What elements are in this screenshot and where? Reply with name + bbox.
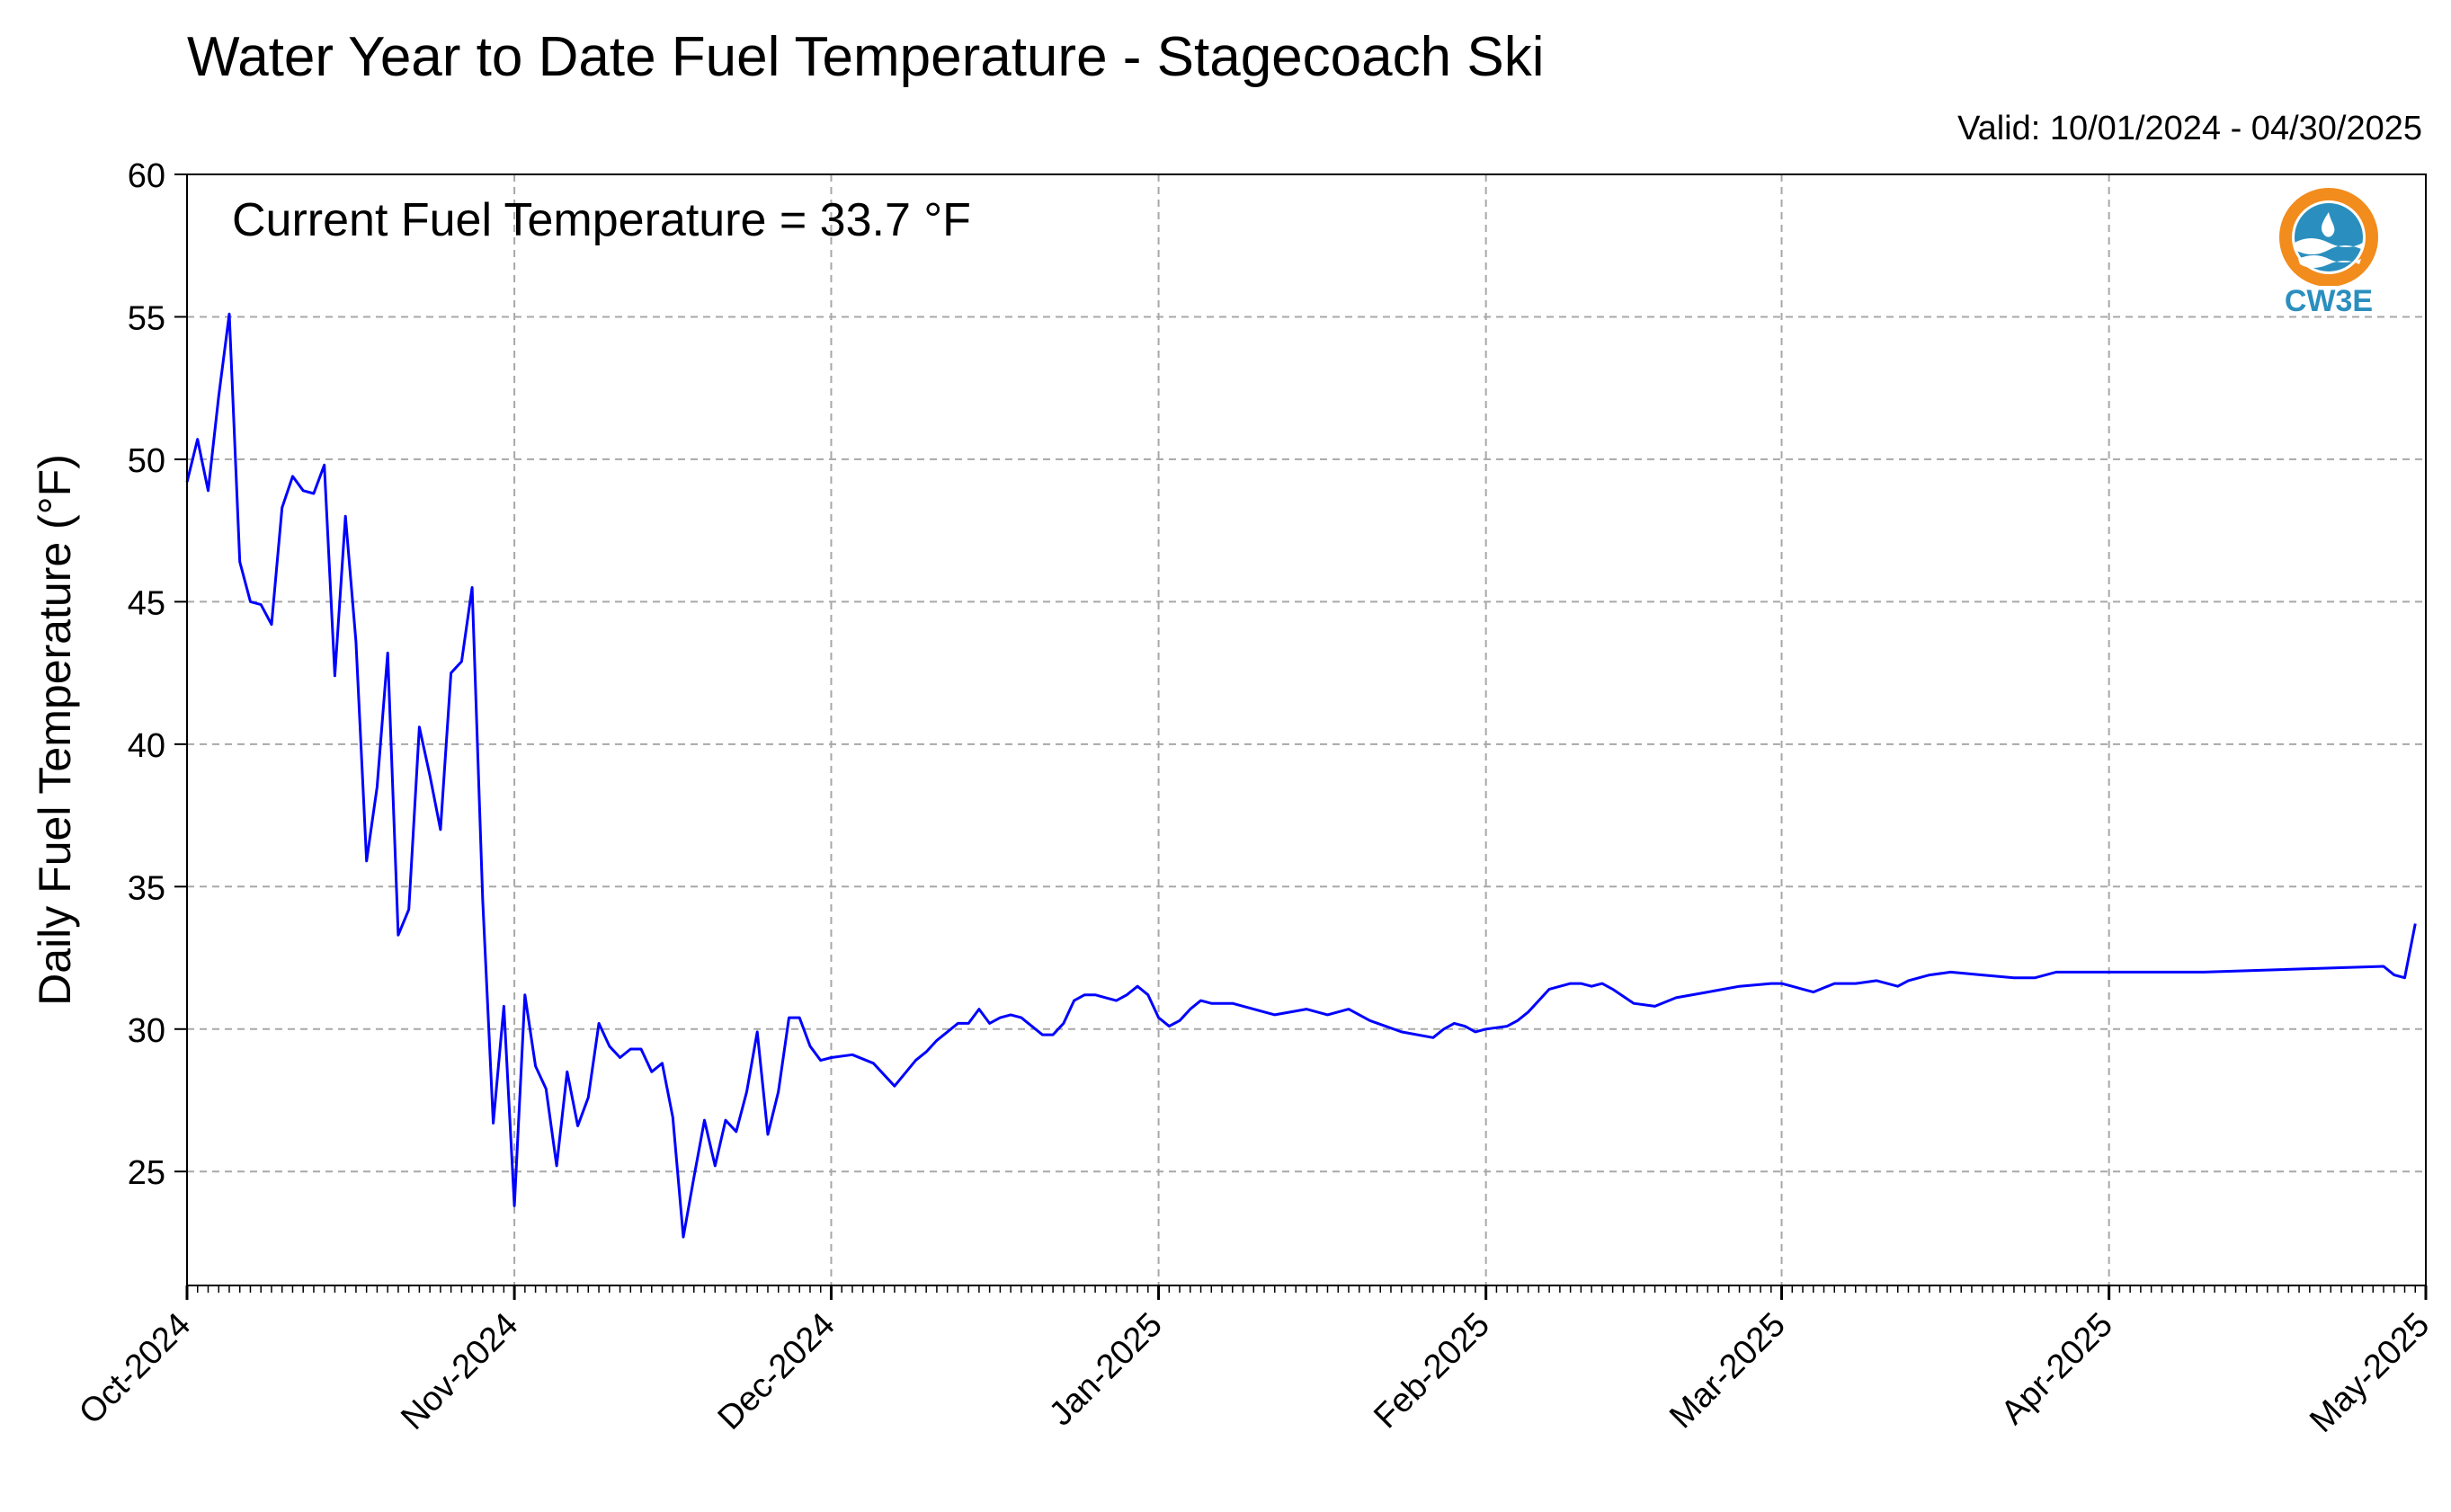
valid-date-range: Valid: 10/01/2024 - 04/30/2025 [1957,110,2422,147]
y-axis: 25 30 35 40 45 50 55 60 [128,157,187,1192]
x-tick-label: May-2025 [2303,1306,2437,1440]
x-tick-label: Apr-2025 [1994,1306,2120,1432]
y-tick-label: 55 [128,299,165,337]
grid-lines [187,173,2426,1285]
y-tick-label: 35 [128,869,165,907]
series-line [185,312,2417,1239]
y-tick-label: 60 [128,157,165,195]
y-tick-label: 50 [128,442,165,480]
x-tick-label: Oct-2024 [72,1306,198,1432]
x-tick-label: Jan-2025 [1042,1306,1170,1434]
plot-frame [186,173,2427,1286]
minor-ticks [186,1285,2427,1293]
y-tick-label: 45 [128,584,165,622]
cw3e-logo: CW3E [2275,187,2383,322]
current-temperature-annotation: Current Fuel Temperature = 33.7 °F [232,194,971,246]
x-tick-label: Mar-2025 [1662,1306,1793,1436]
y-axis-label: Daily Fuel Temperature (°F) [30,454,80,1006]
cw3e-logo-icon [2279,188,2378,287]
x-axis: Oct-2024 Nov-2024 Dec-2024 Jan-2025 Feb-2025… [72,1285,2437,1440]
x-tick-label: Nov-2024 [394,1306,525,1437]
logo-text: CW3E [2284,284,2374,318]
chart-title: Water Year to Date Fuel Temperature - St… [187,26,1545,88]
y-tick-label: 25 [128,1154,165,1192]
x-tick-label: Feb-2025 [1367,1306,1497,1436]
y-tick-label: 30 [128,1012,165,1050]
x-tick-label: Dec-2024 [711,1306,842,1437]
y-tick-label: 40 [128,727,165,765]
